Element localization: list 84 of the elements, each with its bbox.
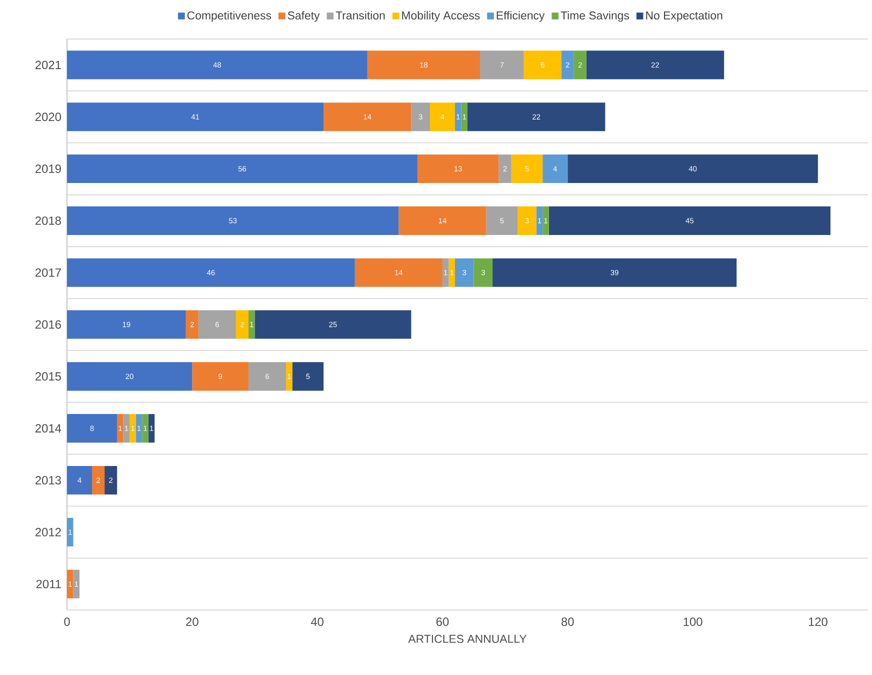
- bar: [142, 414, 148, 443]
- bar: [518, 206, 536, 235]
- bar: [67, 414, 118, 443]
- legend-label: Transition: [336, 11, 385, 20]
- bar: [67, 50, 368, 80]
- legend-label: No Expectation: [646, 11, 722, 22]
- y-tick-label: 2012: [35, 528, 61, 536]
- bar: [67, 466, 92, 495]
- bar: [186, 310, 198, 339]
- bar: [417, 154, 499, 184]
- bar: [104, 466, 118, 495]
- y-tick-label: 2021: [35, 60, 61, 70]
- y-tick-label: 2011: [36, 580, 61, 588]
- bar: [67, 258, 355, 287]
- bar: [542, 206, 549, 235]
- bar: [511, 154, 543, 184]
- bar: [524, 50, 562, 80]
- bar: [236, 310, 248, 339]
- legend-label: Safety: [288, 11, 320, 22]
- bar: [542, 154, 568, 184]
- bar: [474, 258, 493, 287]
- bar: [498, 154, 512, 184]
- bar: [67, 310, 186, 339]
- bar: [123, 414, 130, 443]
- y-tick-label: 2018: [35, 216, 61, 225]
- bar: [67, 154, 418, 184]
- bar: [430, 102, 455, 132]
- bar: [586, 50, 724, 80]
- bar: [286, 362, 292, 391]
- y-tick-label: 2019: [35, 164, 61, 173]
- bar: [354, 258, 442, 287]
- bar: [67, 570, 74, 598]
- bar: [492, 258, 737, 287]
- bar: [574, 50, 586, 80]
- bar: [448, 258, 455, 287]
- x-tick-label: 20: [186, 618, 198, 626]
- bar: [442, 258, 449, 287]
- legend-label: Mobility Access: [402, 11, 480, 22]
- legend-label: Time Savings: [560, 11, 630, 22]
- x-tick-label: 120: [808, 618, 828, 626]
- x-tick-label: 60: [436, 618, 449, 626]
- bar: [367, 50, 480, 80]
- y-tick-label: 2017: [35, 268, 61, 277]
- bar: [130, 414, 136, 443]
- bar: [454, 102, 462, 132]
- bar: [454, 258, 474, 287]
- bar: [468, 102, 606, 132]
- bar: [292, 362, 324, 391]
- bar: [480, 50, 524, 80]
- x-axis-title: ARTICLES ANNUALLY: [408, 634, 527, 643]
- bar: [536, 206, 543, 235]
- bar: [117, 414, 124, 443]
- bar: [248, 310, 255, 339]
- bar: [486, 206, 518, 235]
- bar: [461, 102, 468, 132]
- bar: [198, 310, 236, 339]
- y-tick-label: 2015: [35, 372, 61, 381]
- bar: [67, 206, 399, 235]
- bar: [411, 102, 430, 132]
- x-tick-label: 100: [684, 618, 702, 626]
- bar: [67, 518, 74, 546]
- y-tick-label: 2013: [35, 476, 61, 484]
- bar: [568, 154, 818, 184]
- y-tick-label: 2014: [35, 424, 62, 433]
- bar: [254, 310, 412, 339]
- bar: [67, 102, 324, 132]
- bar: [398, 206, 486, 235]
- legend-label: Competitiveness: [187, 11, 272, 22]
- bar: [92, 466, 105, 495]
- bar: [561, 50, 574, 80]
- bar: [248, 362, 286, 391]
- legend-label: Efficiency: [496, 11, 545, 22]
- bar: [548, 206, 830, 235]
- bar: [73, 570, 80, 598]
- bar: [67, 362, 192, 391]
- bar: [136, 414, 142, 443]
- y-tick-label: 2016: [35, 320, 61, 329]
- bar: [148, 414, 155, 443]
- x-tick-label: 80: [561, 618, 574, 626]
- bar: [192, 362, 248, 391]
- x-tick-label: 0: [64, 618, 70, 626]
- bar: [324, 102, 412, 132]
- y-tick-label: 2020: [35, 112, 62, 122]
- x-tick-label: 40: [310, 618, 324, 626]
